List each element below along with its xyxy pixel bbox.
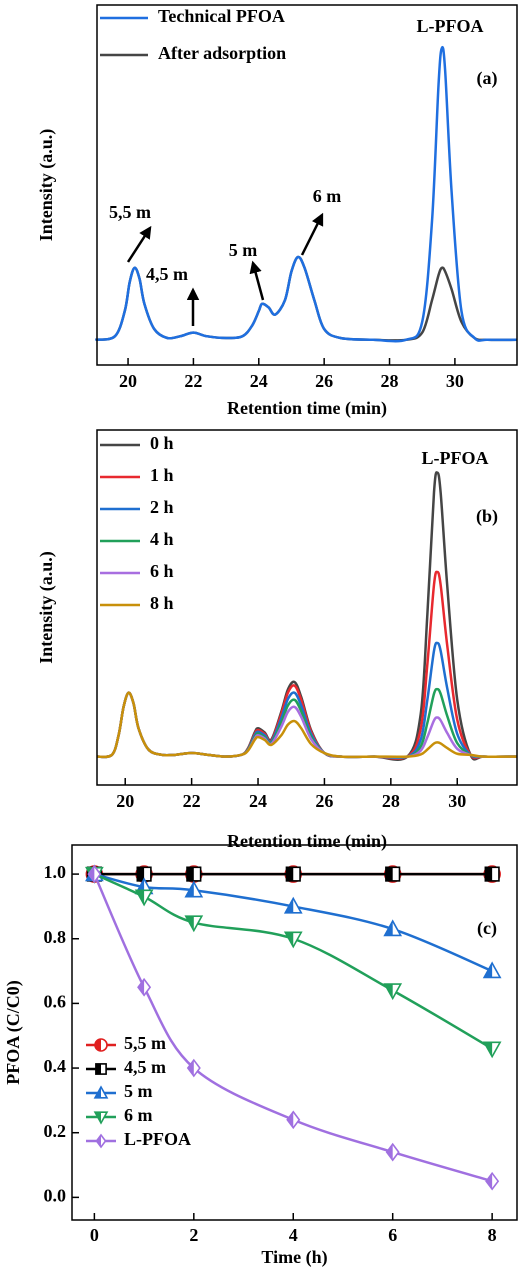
legend-label: 2 h [150,497,174,517]
x-tick-label: 24 [249,791,267,811]
marker-fill [286,867,294,881]
x-tick-label: 26 [315,371,333,391]
y-tick-label: 0.4 [44,1056,67,1076]
annotation-arrow [126,225,152,263]
plot-frame [96,4,518,366]
annotation: L-PFOA [422,448,489,468]
x-tick-label: 0 [90,1225,99,1245]
series-line [93,873,493,1183]
x-axis-label: Retention time (min) [227,398,387,419]
legend-label: 8 h [150,593,174,613]
y-tick-label: 1.0 [44,862,67,882]
legend-label: 1 h [150,465,174,485]
plot-frame [71,844,518,1221]
marker-fill [385,867,393,881]
marker-fill [485,867,493,881]
x-tick-label: 26 [315,791,333,811]
x-tick-label: 20 [116,791,134,811]
marker-fill [95,1087,101,1098]
legend-label: 6 h [150,561,174,581]
x-tick-label: 28 [382,791,400,811]
marker-fill [95,1063,102,1075]
panel-label: (b) [476,506,498,527]
marker-fill [287,1111,294,1128]
marker-fill [96,1135,101,1147]
annotation: 6 m [313,186,342,206]
legend-label: 4,5 m [124,1057,166,1077]
series-line [94,872,493,973]
legend-label: 0 h [150,433,174,453]
legend-label: L-PFOA [124,1129,191,1149]
legend-label: 6 m [124,1105,153,1125]
series-line [95,45,518,343]
x-tick-label: 8 [488,1225,497,1245]
x-tick-label: 22 [183,791,201,811]
y-axis-label: Intensity (a.u.) [36,129,57,242]
panel-label: (c) [477,918,497,939]
x-axis-label: Time (h) [261,1247,327,1268]
y-axis-label: Intensity (a.u.) [36,551,57,664]
marker-fill [484,1042,493,1057]
y-tick-label: 0.6 [44,992,67,1012]
marker-fill [136,890,145,905]
series-line [96,691,518,759]
annotation-arrow [300,212,324,256]
marker-fill [187,1060,194,1077]
x-tick-label: 22 [184,371,202,391]
marker-fill [486,1173,493,1190]
annotation: 5,5 m [109,202,151,222]
y-tick-label: 0.2 [44,1121,67,1141]
marker-fill [138,979,145,996]
annotation: 5 m [229,240,258,260]
x-tick-label: 4 [289,1225,298,1245]
marker-fill [187,867,194,881]
x-tick-label: 30 [448,791,466,811]
marker-fill [137,867,145,881]
marker-fill [384,984,393,999]
legend-label: After adsorption [158,43,286,63]
annotation-arrow [249,260,265,301]
legend-label: 5 m [124,1081,153,1101]
x-tick-label: 30 [446,371,464,391]
marker-fill [484,963,493,978]
marker-fill [285,932,294,947]
marker-fill [384,921,393,936]
annotation: 4,5 m [146,264,188,284]
plot-frame [96,429,518,786]
x-tick-label: 20 [119,371,137,391]
marker-fill [88,866,95,883]
y-axis-label: PFOA (C/C0) [3,980,24,1084]
marker-fill [185,882,194,897]
panel-label: (a) [477,68,498,89]
legend-label: 4 h [150,529,174,549]
x-tick-label: 2 [189,1225,198,1245]
x-tick-label: 24 [250,371,268,391]
legend-label: Technical PFOA [158,6,285,26]
y-tick-label: 0.0 [44,1185,67,1205]
annotation: L-PFOA [417,16,484,36]
y-tick-label: 0.8 [44,927,67,947]
x-tick-label: 6 [388,1225,397,1245]
marker-fill [95,1039,101,1051]
x-tick-label: 28 [381,371,399,391]
marker-fill [185,916,194,931]
marker-fill [95,1112,101,1123]
x-axis-label: Retention time (min) [227,831,387,852]
legend-label: 5,5 m [124,1033,166,1053]
marker-fill [285,898,294,913]
marker-fill [386,1144,393,1161]
